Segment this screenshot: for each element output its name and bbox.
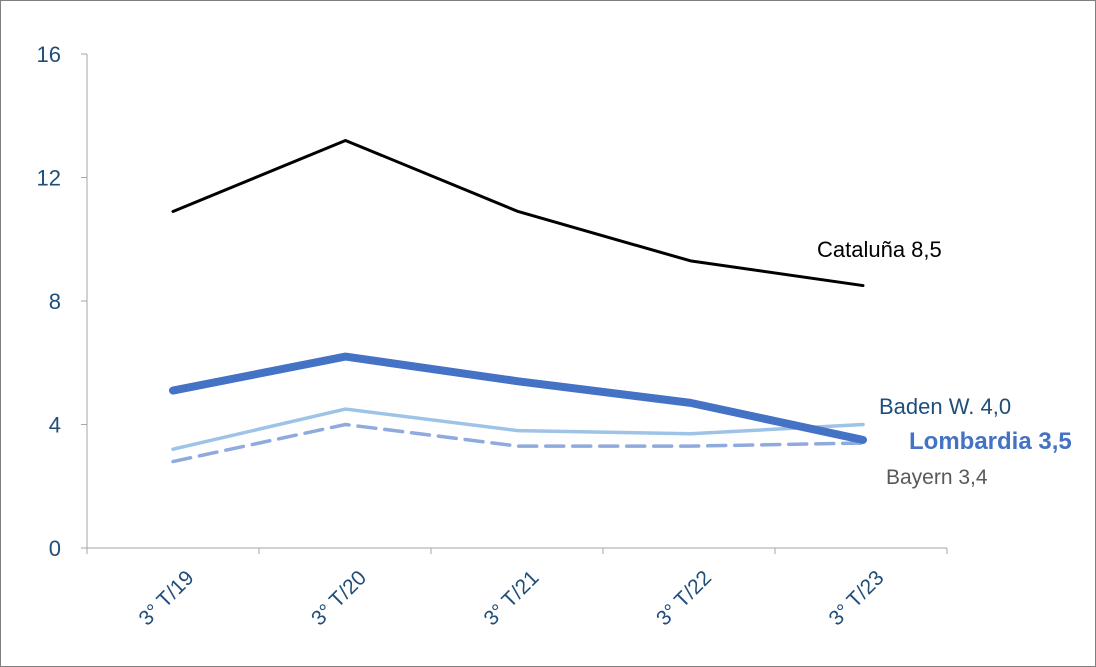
x-tick-label: 3° T/19	[134, 566, 198, 630]
series-end-label-baden-w: Baden W. 4,0	[879, 394, 1011, 419]
series-line-lombardia	[169, 352, 867, 444]
y-tick-label: 0	[49, 536, 61, 561]
x-tick-label: 3° T/20	[307, 566, 371, 630]
series-end-label-lombardia: Lombardia 3,5	[909, 428, 1072, 455]
x-tick-label: 3° T/23	[824, 566, 888, 630]
y-tick-label: 16	[37, 42, 61, 67]
x-tick-label: 3° T/22	[652, 566, 716, 630]
y-tick-label: 8	[49, 289, 61, 314]
series-end-label-bayern: Bayern 3,4	[886, 466, 988, 489]
series-line-catalu-a	[171, 138, 865, 288]
x-tick-label: 3° T/21	[479, 566, 543, 630]
y-tick-label: 12	[37, 166, 61, 191]
series-line-bayern	[171, 422, 865, 464]
y-tick-label: 4	[49, 413, 61, 438]
series-line-baden-w	[171, 407, 865, 451]
series-end-label-catalu-a: Cataluña 8,5	[817, 237, 942, 262]
